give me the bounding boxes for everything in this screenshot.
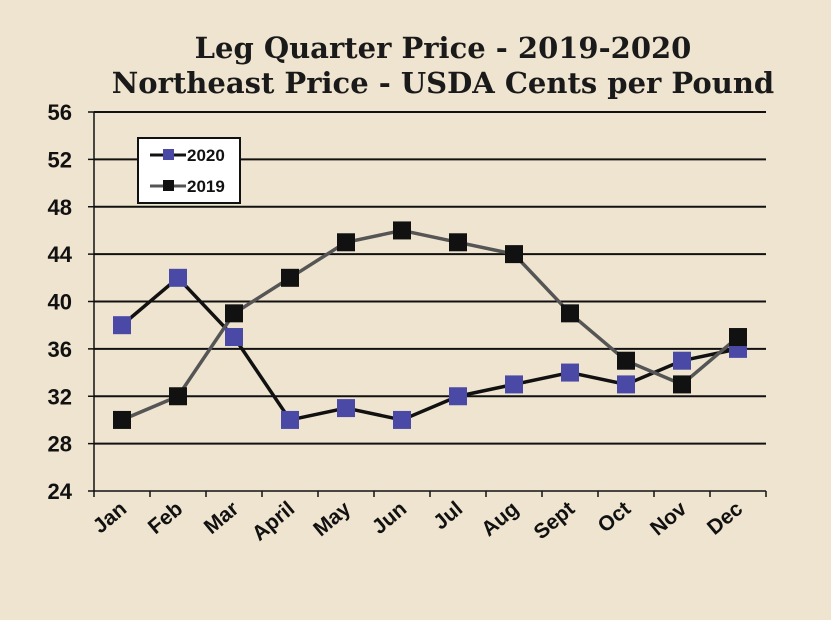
data-point-2019 xyxy=(225,304,243,323)
series-line-2019 xyxy=(121,228,740,422)
x-tick-label: April xyxy=(248,497,299,545)
legend-marker-2020 xyxy=(163,149,174,160)
y-tick-label: 24 xyxy=(48,479,73,504)
x-tick-label: Jan xyxy=(89,497,132,538)
x-tick-label: Oct xyxy=(594,497,636,537)
data-point-2020 xyxy=(225,328,243,347)
data-point-2020 xyxy=(169,268,187,287)
chart-title: Leg Quarter Price - 2019-2020 xyxy=(195,31,692,65)
x-tick-label: Feb xyxy=(144,497,187,539)
legend-box xyxy=(137,137,241,204)
data-point-2019 xyxy=(729,328,747,347)
axes xyxy=(88,111,767,497)
y-axis-ticks: 24 28 32 36 40 44 48 52 56 xyxy=(48,100,73,504)
x-tick-label: Jun xyxy=(368,497,411,539)
data-point-2020 xyxy=(673,351,691,370)
x-tick-label: Jul xyxy=(429,497,467,534)
data-point-2020 xyxy=(281,410,299,429)
y-tick-label: 48 xyxy=(48,195,72,220)
x-tick-label: May xyxy=(309,497,355,541)
legend-label-2019: 2019 xyxy=(187,177,225,196)
data-point-2020 xyxy=(505,375,523,394)
data-point-2019 xyxy=(337,233,355,252)
data-point-2019 xyxy=(281,268,299,287)
data-point-2020 xyxy=(561,363,579,382)
y-tick-label: 28 xyxy=(48,432,72,457)
y-tick-label: 40 xyxy=(48,290,72,315)
data-point-2019 xyxy=(505,245,523,264)
data-point-2019 xyxy=(169,387,187,406)
series-markers xyxy=(113,221,747,429)
data-point-2019 xyxy=(393,221,411,240)
x-tick-label: Aug xyxy=(477,497,523,541)
data-point-2019 xyxy=(449,233,467,252)
data-point-2020 xyxy=(113,316,131,335)
legend-marker-2019 xyxy=(163,180,174,191)
x-tick-label: Sept xyxy=(530,497,580,544)
legend: 2020 2019 xyxy=(137,137,241,204)
series-lines xyxy=(120,228,740,422)
y-tick-label: 36 xyxy=(48,337,72,362)
x-tick-label: Mar xyxy=(200,497,243,539)
data-point-2020 xyxy=(449,387,467,406)
data-point-2019 xyxy=(617,351,635,370)
y-tick-label: 44 xyxy=(48,242,73,267)
x-tick-label: Dec xyxy=(703,497,748,540)
chart-subtitle: Northeast Price - USDA Cents per Pound xyxy=(112,66,774,100)
legend-label-2020: 2020 xyxy=(187,146,225,165)
data-point-2020 xyxy=(393,410,411,429)
data-point-2020 xyxy=(337,399,355,418)
x-axis-ticks: Jan Feb Mar April May Jun Jul Aug Sept Oct Nov Dec xyxy=(89,497,748,546)
data-point-2019 xyxy=(113,410,131,429)
y-tick-label: 56 xyxy=(48,100,72,125)
data-point-2019 xyxy=(673,375,691,394)
data-point-2020 xyxy=(617,375,635,394)
x-tick-label: Nov xyxy=(646,497,691,540)
y-tick-label: 32 xyxy=(48,384,72,409)
y-tick-label: 52 xyxy=(48,147,72,172)
data-point-2019 xyxy=(561,304,579,323)
